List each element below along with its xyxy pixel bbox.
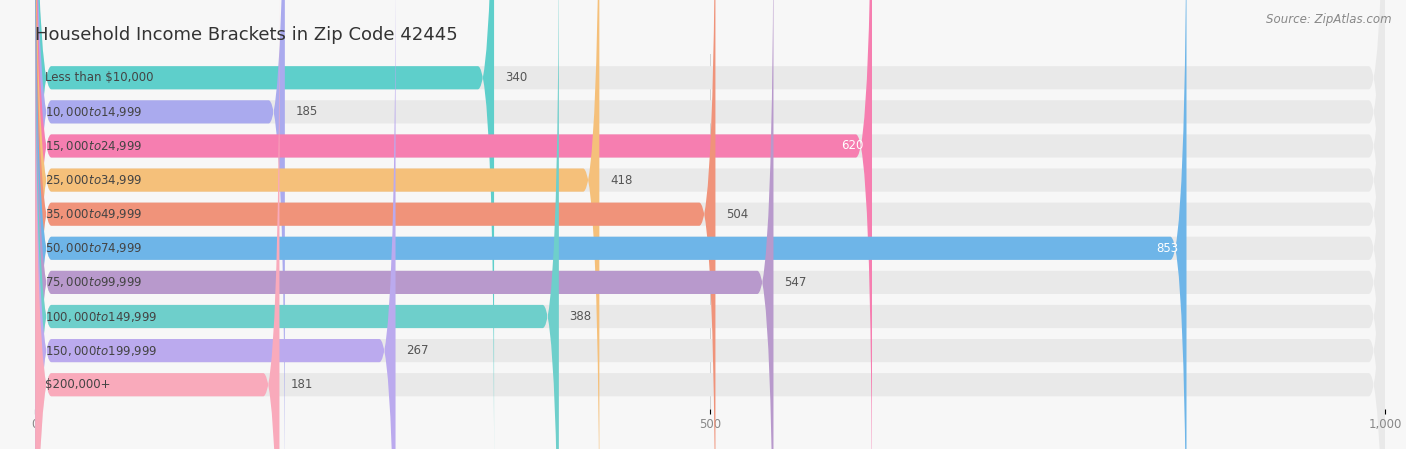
FancyBboxPatch shape: [35, 0, 494, 449]
Text: $25,000 to $34,999: $25,000 to $34,999: [45, 173, 142, 187]
FancyBboxPatch shape: [35, 0, 1385, 449]
Text: Household Income Brackets in Zip Code 42445: Household Income Brackets in Zip Code 42…: [35, 26, 458, 44]
Text: 504: 504: [727, 208, 748, 220]
Text: Source: ZipAtlas.com: Source: ZipAtlas.com: [1267, 13, 1392, 26]
FancyBboxPatch shape: [35, 0, 1385, 449]
FancyBboxPatch shape: [35, 0, 1385, 449]
Text: 620: 620: [842, 140, 863, 153]
Text: $75,000 to $99,999: $75,000 to $99,999: [45, 275, 142, 290]
Text: $150,000 to $199,999: $150,000 to $199,999: [45, 343, 157, 357]
Text: $100,000 to $149,999: $100,000 to $149,999: [45, 309, 157, 323]
Text: $15,000 to $24,999: $15,000 to $24,999: [45, 139, 142, 153]
Text: 267: 267: [406, 344, 429, 357]
FancyBboxPatch shape: [35, 0, 716, 449]
FancyBboxPatch shape: [35, 0, 1187, 449]
Text: 418: 418: [610, 174, 633, 187]
Text: Less than $10,000: Less than $10,000: [45, 71, 153, 84]
FancyBboxPatch shape: [35, 0, 1385, 449]
Text: 547: 547: [785, 276, 807, 289]
Text: 853: 853: [1156, 242, 1178, 255]
FancyBboxPatch shape: [35, 0, 1385, 449]
FancyBboxPatch shape: [35, 0, 280, 449]
FancyBboxPatch shape: [35, 0, 1385, 449]
FancyBboxPatch shape: [35, 0, 1385, 449]
Text: 388: 388: [569, 310, 592, 323]
Text: 181: 181: [290, 378, 312, 391]
Text: $35,000 to $49,999: $35,000 to $49,999: [45, 207, 142, 221]
FancyBboxPatch shape: [35, 0, 599, 449]
FancyBboxPatch shape: [35, 0, 285, 449]
Text: 185: 185: [295, 106, 318, 119]
Text: $200,000+: $200,000+: [45, 378, 110, 391]
FancyBboxPatch shape: [35, 0, 1385, 449]
FancyBboxPatch shape: [35, 0, 872, 449]
FancyBboxPatch shape: [35, 0, 395, 449]
Text: $50,000 to $74,999: $50,000 to $74,999: [45, 241, 142, 255]
FancyBboxPatch shape: [35, 0, 558, 449]
Text: 340: 340: [505, 71, 527, 84]
FancyBboxPatch shape: [35, 0, 1385, 449]
FancyBboxPatch shape: [35, 0, 1385, 449]
FancyBboxPatch shape: [35, 0, 773, 449]
Text: $10,000 to $14,999: $10,000 to $14,999: [45, 105, 142, 119]
